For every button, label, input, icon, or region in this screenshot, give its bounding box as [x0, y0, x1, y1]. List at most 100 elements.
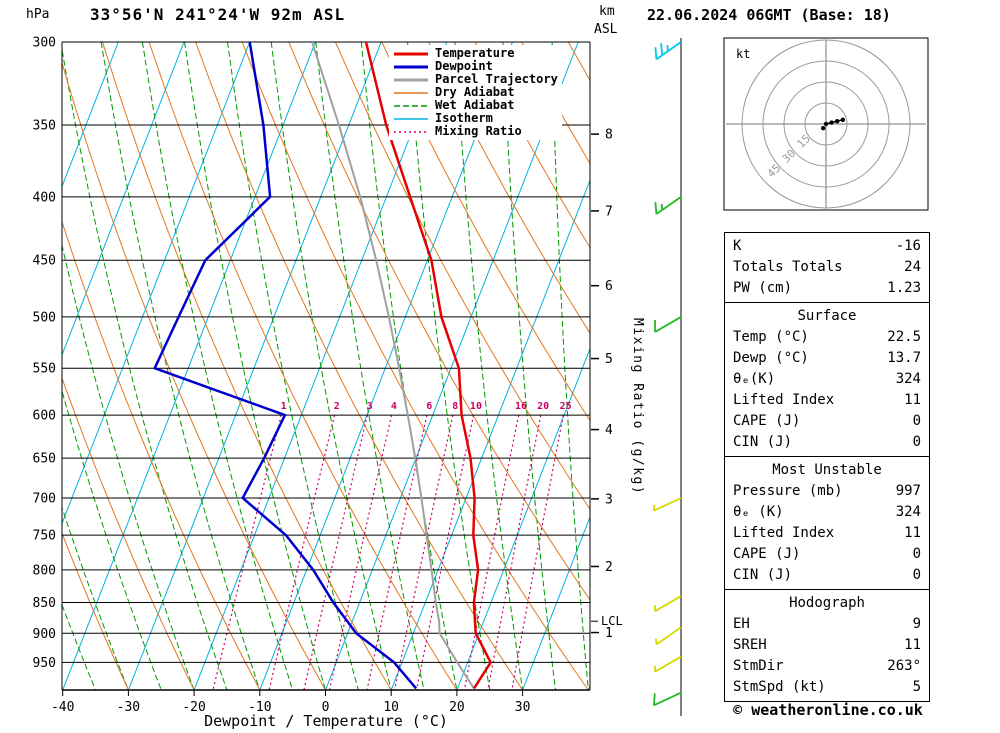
- stat-value: 1.23: [887, 280, 921, 296]
- svg-text:5: 5: [605, 352, 613, 367]
- stat-row: θₑ(K) 324: [725, 369, 929, 390]
- wind-barb: [655, 626, 682, 646]
- svg-text:-20: -20: [182, 700, 205, 715]
- hodograph-trace: [825, 119, 843, 125]
- svg-text:1: 1: [605, 626, 613, 641]
- svg-text:3: 3: [605, 492, 613, 507]
- svg-text:4: 4: [391, 401, 397, 412]
- stat-label: SREH: [733, 637, 767, 653]
- legend-line-sample: [394, 91, 428, 94]
- wind-barb: [654, 196, 682, 215]
- legend: Temperature Dewpoint Parcel Trajectory Dry …: [389, 45, 562, 140]
- stat-value: 9: [912, 616, 921, 632]
- stat-value: 324: [895, 371, 921, 387]
- stats-section-title: Surface: [797, 308, 857, 324]
- svg-text:700: 700: [33, 492, 56, 507]
- svg-text:6: 6: [605, 279, 613, 294]
- legend-item: Isotherm: [393, 112, 558, 125]
- mixing-ratio-lines: [212, 414, 564, 690]
- svg-text:850: 850: [33, 596, 56, 611]
- svg-text:10: 10: [383, 700, 399, 715]
- stat-label: θₑ (K): [733, 504, 784, 520]
- svg-text:600: 600: [33, 409, 56, 424]
- asl-axis-label: ASL: [594, 22, 618, 37]
- stat-value: 11: [904, 637, 921, 653]
- svg-text:2: 2: [605, 560, 613, 575]
- stat-row: CIN (J) 0: [725, 565, 929, 586]
- legend-line-sample: [394, 130, 428, 133]
- stats-section-title: Hodograph: [789, 595, 865, 611]
- svg-text:8: 8: [605, 128, 613, 143]
- stat-label: θₑ(K): [733, 371, 776, 387]
- stat-value: 11: [904, 525, 921, 541]
- legend-label: Mixing Ratio: [435, 124, 522, 138]
- wind-barb: [654, 595, 682, 612]
- legend-line-sample: [394, 65, 428, 68]
- stat-value: 11: [904, 392, 921, 408]
- x-axis-caption: Dewpoint / Temperature (°C): [204, 712, 448, 730]
- svg-text:1: 1: [281, 401, 287, 412]
- stat-row: EH 9: [725, 614, 929, 635]
- hodograph-unit-label: kt: [736, 47, 750, 61]
- stats-section: Surface Temp (°C) 22.5 Dewp (°C) 13.7 θₑ(K) 32…: [724, 302, 930, 457]
- svg-text:3: 3: [367, 401, 373, 412]
- stat-label: CAPE (J): [733, 546, 801, 562]
- stat-row: Lifted Index 11: [725, 390, 929, 411]
- stat-label: CIN (J): [733, 567, 793, 583]
- stats-section-title: Most Unstable: [772, 462, 882, 478]
- stat-label: CAPE (J): [733, 413, 801, 429]
- credit: © weatheronline.co.uk: [733, 701, 923, 719]
- stat-label: EH: [733, 616, 750, 632]
- stat-row: CIN (J) 0: [725, 432, 929, 453]
- stat-value: 324: [895, 504, 921, 520]
- svg-text:750: 750: [33, 529, 56, 544]
- legend-line-sample: [394, 78, 428, 81]
- legend-item: Temperature: [393, 47, 558, 60]
- stat-value: 5: [912, 679, 921, 695]
- stat-row: CAPE (J) 0: [725, 544, 929, 565]
- legend-line-sample: [394, 52, 428, 55]
- legend-line-sample: [394, 104, 428, 107]
- legend-label: Isotherm: [435, 111, 493, 125]
- run-datetime: 22.06.2024 06GMT (Base: 18): [647, 6, 891, 24]
- lcl-label: LCL: [601, 614, 623, 628]
- svg-text:30: 30: [515, 700, 531, 715]
- legend-item: Wet Adiabat: [393, 99, 558, 112]
- stat-row: K -16: [725, 236, 929, 257]
- temperature-curve: [364, 42, 493, 690]
- stat-row: StmSpd (kt) 5: [725, 677, 929, 698]
- mixing-ratio-axis-caption: Mixing Ratio (g/kg): [630, 318, 645, 495]
- svg-text:950: 950: [33, 656, 56, 671]
- stats-section: K -16 Totals Totals 24 PW (cm) 1.23: [724, 232, 930, 303]
- stat-value: 13.7: [887, 350, 921, 366]
- legend-label: Dewpoint: [435, 59, 493, 73]
- stat-row: SREH 11: [725, 635, 929, 656]
- pressure-tick-labels: 300 350 400 450 500 550 600 650 700 750 800 850 900 9…: [33, 36, 56, 671]
- stat-label: Dewp (°C): [733, 350, 809, 366]
- stat-label: StmSpd (kt): [733, 679, 826, 695]
- stat-row: PW (cm) 1.23: [725, 278, 929, 299]
- svg-text:-10: -10: [248, 700, 271, 715]
- wind-barb-column: [652, 38, 682, 716]
- svg-text:8: 8: [452, 401, 458, 412]
- stat-label: Temp (°C): [733, 329, 809, 345]
- stat-value: 0: [912, 413, 921, 429]
- legend-item: Dewpoint: [393, 60, 558, 73]
- svg-text:-30: -30: [117, 700, 140, 715]
- stat-label: CIN (J): [733, 434, 793, 450]
- svg-text:400: 400: [33, 190, 56, 205]
- stat-row: Dewp (°C) 13.7: [725, 348, 929, 369]
- svg-text:0: 0: [322, 700, 330, 715]
- svg-text:2: 2: [334, 401, 340, 412]
- legend-label: Dry Adiabat: [435, 85, 515, 99]
- stat-value: 22.5: [887, 329, 921, 345]
- mixing-ratio-labels: 1 2 3 4 6 8 10 16 20 25: [281, 401, 572, 412]
- stat-label: StmDir: [733, 658, 784, 674]
- stat-label: Pressure (mb): [733, 483, 843, 499]
- stat-value: 0: [912, 546, 921, 562]
- dewpoint-curve: [152, 42, 418, 690]
- legend-label: Parcel Trajectory: [435, 72, 558, 86]
